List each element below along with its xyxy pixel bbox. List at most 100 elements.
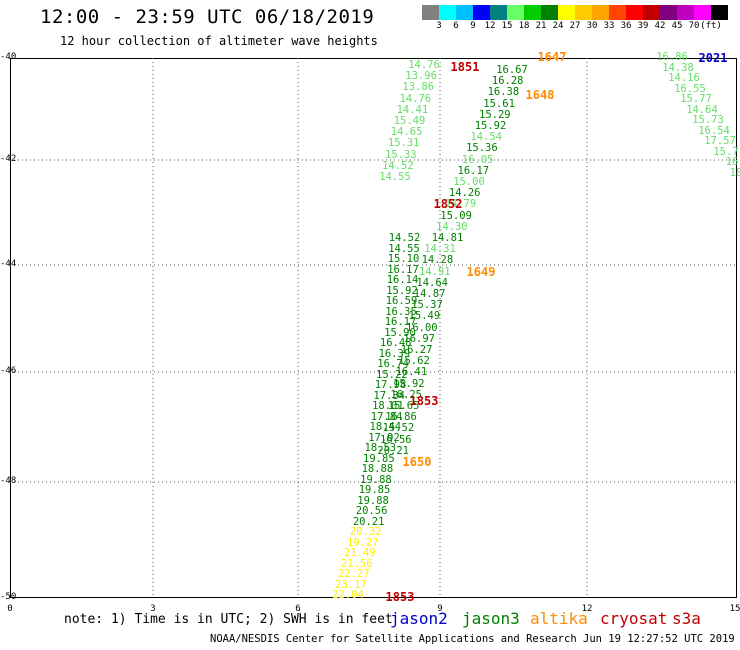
wave-height-value: 15.90 bbox=[384, 326, 416, 339]
wave-height-value: 15.92 bbox=[474, 120, 507, 132]
wave-height-value: 16.86 bbox=[385, 411, 417, 424]
wave-height-value: 15.00 bbox=[453, 176, 485, 188]
colorbar-swatch bbox=[711, 5, 728, 20]
wave-height-value: 16.86 bbox=[656, 51, 688, 63]
wave-height-value: 15.61 bbox=[483, 97, 515, 110]
wave-height-value: 14.91 bbox=[418, 265, 451, 278]
wave-height-value: 15.22 bbox=[375, 368, 408, 381]
wave-height-value: 14.65 bbox=[390, 126, 423, 139]
wave-height-value: 19.85 bbox=[358, 484, 391, 496]
colorbar-label: 36 bbox=[620, 21, 632, 31]
map-subtitle: 12 hour collection of altimeter wave hei… bbox=[60, 34, 378, 48]
pass-label: 1648 bbox=[525, 88, 555, 102]
latitude-label: -48 bbox=[0, 476, 17, 486]
wave-height-value: 14.31 bbox=[424, 243, 456, 256]
latitude-label: -42 bbox=[0, 154, 17, 164]
wave-height-value: 16.17 bbox=[457, 164, 490, 177]
pass-label: 1649 bbox=[466, 265, 496, 279]
wave-height-value: 14.41 bbox=[396, 103, 429, 116]
colorbar-label: 39 bbox=[637, 21, 649, 31]
colorbar-swatch bbox=[609, 5, 626, 20]
wave-height-value: 15.49 bbox=[408, 310, 441, 323]
colorbar-label: 18 bbox=[518, 21, 530, 31]
wave-height-value: 16.54 bbox=[698, 124, 730, 137]
colorbar-swatch bbox=[422, 5, 439, 20]
colorbar-swatch bbox=[643, 5, 660, 20]
wave-height-value: 16 bbox=[725, 156, 739, 168]
legend-altika: altika bbox=[530, 609, 588, 628]
longitude-label: 6 bbox=[295, 604, 301, 614]
wave-height-value: 14.87 bbox=[413, 288, 446, 300]
wave-height-value: 15.31 bbox=[387, 137, 420, 150]
wave-height-value: 17.34 bbox=[373, 389, 405, 402]
pass-label: 1853 bbox=[385, 590, 415, 604]
wave-height-value: 18.88 bbox=[361, 463, 394, 475]
legend-s3a: s3a bbox=[672, 609, 701, 628]
wave-height-value: 14.55 bbox=[379, 171, 411, 183]
wave-height-value: 16.56 bbox=[379, 433, 412, 446]
map-frame bbox=[10, 58, 737, 598]
credit-text: NOAA/NESDIS Center for Satellite Applica… bbox=[210, 633, 577, 645]
pass-label: 2021 bbox=[698, 51, 728, 65]
wave-height-value: 15.7 bbox=[713, 145, 739, 158]
colorbar-swatch bbox=[626, 5, 643, 20]
colorbar-swatch bbox=[507, 5, 524, 20]
pass-label: 1851 bbox=[450, 60, 480, 74]
wave-height-value: 16.28 bbox=[491, 75, 524, 88]
colorbar-label: 9 bbox=[470, 21, 476, 31]
colorbar-label: 3 bbox=[436, 21, 442, 31]
colorbar-swatch bbox=[524, 5, 541, 20]
pass-label: 1647 bbox=[537, 50, 567, 64]
longitude-label: 9 bbox=[437, 604, 443, 614]
wave-height-value: 19.88 bbox=[357, 494, 389, 507]
wave-height-value: 15.92 bbox=[392, 377, 425, 390]
colorbar-label: 21 bbox=[535, 21, 547, 31]
latitude-label: -44 bbox=[0, 259, 17, 269]
wave-height-value: 15.65 bbox=[387, 400, 420, 412]
colorbar-swatch bbox=[575, 5, 592, 20]
wave-height-value: 16.00 bbox=[405, 321, 438, 334]
wave-height-value: 16.17 bbox=[384, 316, 417, 328]
wave-height-value: 16.55 bbox=[674, 82, 706, 95]
colorbar-label: 70 bbox=[688, 21, 700, 31]
note-text: note: 1) Time is in UTC; 2) SWH is in fe… bbox=[64, 612, 393, 627]
wave-height-value: 14.16 bbox=[668, 72, 700, 84]
colorbar-swatch bbox=[541, 5, 558, 20]
timestamp-text: Jun 19 12:27:52 UTC 2019 bbox=[583, 633, 735, 645]
longitude-label: 12 bbox=[581, 604, 593, 614]
wave-height-value: 14.79 bbox=[444, 198, 477, 211]
wave-height-value: 23.17 bbox=[335, 578, 367, 591]
wave-height-value: 16.27 bbox=[400, 344, 433, 356]
wave-height-value: 14.76 bbox=[399, 92, 432, 105]
wave-height-value: 22.04 bbox=[332, 589, 364, 601]
wave-height-value: 15.33 bbox=[384, 148, 417, 161]
latitude-label: -50 bbox=[0, 592, 17, 602]
wave-height-value: 17.57 bbox=[704, 135, 736, 147]
colorbar-label: 24 bbox=[552, 21, 564, 31]
wave-height-value: 16.39 bbox=[378, 347, 411, 360]
wave-height-value: 14.76 bbox=[408, 59, 440, 71]
colorbar-swatch bbox=[490, 5, 507, 20]
wave-height-value: 16.38 bbox=[487, 86, 520, 99]
wave-height-value: 16.67 bbox=[496, 64, 528, 76]
colorbar-swatch bbox=[439, 5, 456, 20]
wave-height-value: 16.48 bbox=[379, 337, 412, 349]
wave-height-value: 22.27 bbox=[338, 568, 370, 580]
wave-height-value: 16.17 bbox=[387, 263, 419, 276]
wave-height-value: 14.52 bbox=[388, 232, 421, 244]
wave-height-value: 14.54 bbox=[470, 131, 502, 144]
wave-height-value: 15.36 bbox=[466, 142, 498, 155]
wave-height-value: 15.52 bbox=[382, 422, 415, 435]
colorbar-label: 15 bbox=[501, 21, 513, 31]
wave-height-value: 16.41 bbox=[395, 366, 428, 379]
longitude-label: 0 bbox=[7, 604, 13, 614]
latitude-label: -40 bbox=[0, 52, 17, 62]
wave-height-value: 14.52 bbox=[382, 159, 414, 172]
wave-height-value: 17.98 bbox=[374, 379, 407, 391]
wave-height-value: 15.92 bbox=[386, 284, 418, 297]
wave-height-value: 21.49 bbox=[343, 547, 376, 559]
colorbar-swatch bbox=[592, 5, 609, 20]
colorbar-label: 33 bbox=[603, 21, 615, 31]
wave-height-value: 19.88 bbox=[360, 473, 392, 486]
wave-height-value: 18.53 bbox=[364, 442, 397, 454]
